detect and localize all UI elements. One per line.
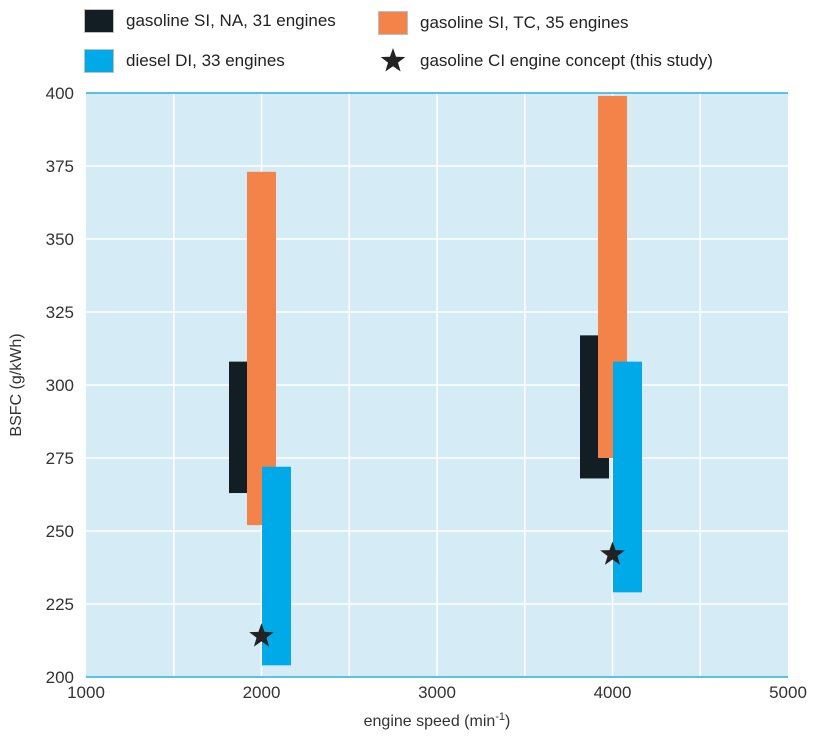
star-icon	[378, 46, 408, 76]
legend-item-gasoline-ci: gasoline CI engine concept (this study)	[378, 46, 713, 76]
bars	[229, 95, 642, 666]
x-tick-label: 1000	[67, 683, 105, 702]
legend-swatch-diesel-di	[84, 49, 114, 73]
x-axis-title-superscript: -1	[495, 711, 505, 723]
x-axis-title-suffix: )	[505, 713, 510, 730]
point-star	[249, 623, 274, 647]
y-tick-label: 375	[46, 157, 74, 176]
y-tick-label: 325	[46, 303, 74, 322]
x-tick-label: 5000	[769, 683, 807, 702]
points	[249, 541, 625, 647]
x-tick-label: 4000	[594, 683, 632, 702]
legend-label: gasoline SI, NA, 31 engines	[126, 11, 336, 30]
legend-label: gasoline SI, TC, 35 engines	[420, 13, 629, 32]
y-tick-label: 300	[46, 376, 74, 395]
legend-item-diesel-di: diesel DI, 33 engines	[84, 46, 285, 76]
y-tick-label: 250	[46, 522, 74, 541]
y-axis-title: BSFC (g/kWh)	[8, 333, 25, 436]
legend: gasoline SI, NA, 31 engines gasoline SI,…	[0, 0, 824, 80]
y-tick-label: 350	[46, 230, 74, 249]
y-tick-label: 200	[46, 668, 74, 687]
legend-item-gasoline-si-na: gasoline SI, NA, 31 engines	[84, 6, 336, 36]
point-star	[600, 541, 625, 565]
bar	[247, 171, 276, 526]
y-tick-label: 275	[46, 449, 74, 468]
tick-labels: 1000 2000 3000 4000 5000 200 225 250 275 300 325 35…	[46, 84, 807, 702]
legend-swatch-gasoline-si-na	[84, 9, 114, 33]
y-tick-label: 225	[46, 595, 74, 614]
legend-label: gasoline CI engine concept (this study)	[420, 51, 713, 70]
legend-item-gasoline-si-tc: gasoline SI, TC, 35 engines	[378, 8, 629, 38]
y-tick-label: 400	[46, 84, 74, 103]
legend-swatch-gasoline-si-tc	[378, 11, 408, 35]
legend-star-marker	[380, 48, 406, 72]
x-tick-label: 2000	[243, 683, 281, 702]
legend-label: diesel DI, 33 engines	[126, 51, 285, 70]
x-axis-title: engine speed (min-1)	[364, 711, 511, 730]
x-tick-label: 3000	[418, 683, 456, 702]
